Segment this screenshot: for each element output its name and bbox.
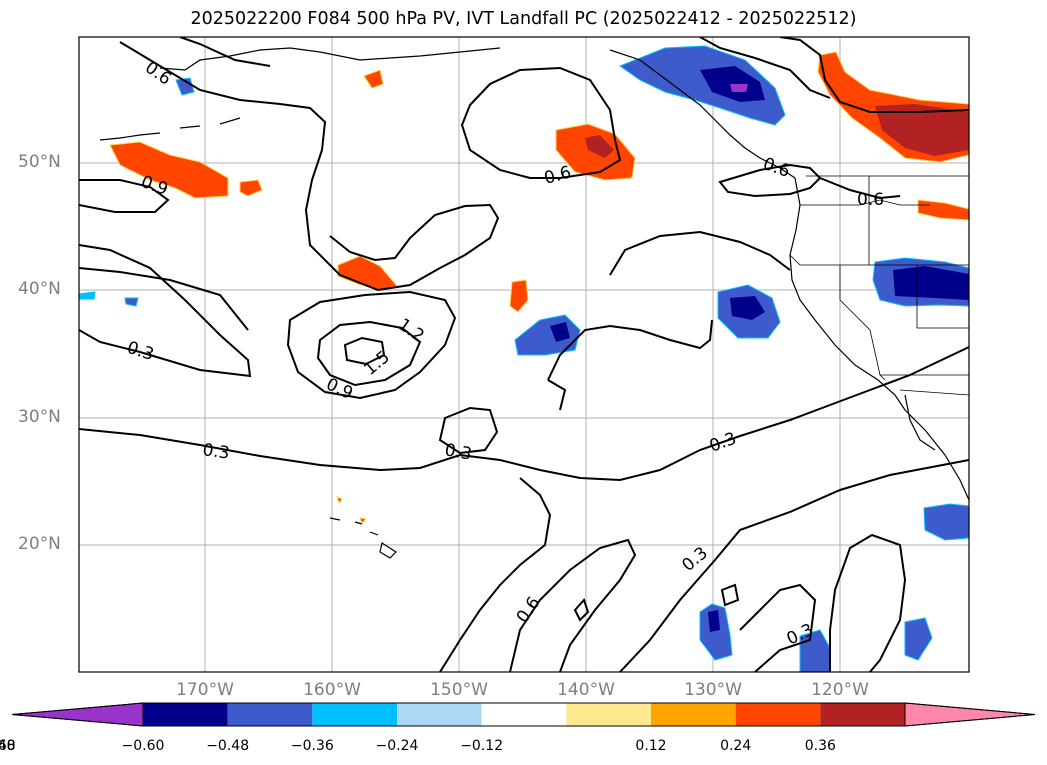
colorbar-tick-label: 0.36 [804, 738, 836, 754]
positive-patch-wa [917, 199, 969, 221]
contour-label: 0.3 [443, 440, 473, 464]
contour-label: 0.9 [323, 374, 356, 404]
colorbar-segment [227, 703, 313, 726]
colorbar-tick-label: −0.24 [375, 738, 419, 754]
borders [789, 175, 969, 396]
positive-patch-nw [109, 141, 229, 199]
colorbar-segment [820, 703, 905, 726]
contour-label-layer: 0.6 0.9 0.6 0.6 0.6 0.3 1.2 1.5 0.9 0.3 … [124, 58, 884, 650]
negative-core-ca [893, 266, 969, 300]
colorbar-segment [312, 703, 397, 726]
colorbar-segment [651, 703, 736, 726]
negative-patch-s3 [904, 617, 933, 661]
map-plot-area [79, 37, 969, 672]
colorbar-segment [735, 703, 821, 726]
negative-core-s1 [708, 610, 720, 632]
negative-patch-mid [514, 314, 581, 356]
colorbar-tick-label: 0.48 [0, 738, 16, 754]
colorbar-segment [566, 703, 651, 726]
colorbar-segment [397, 703, 482, 726]
colorbar-extend-max [904, 702, 1036, 727]
colorbar-tick-label: −0.48 [206, 738, 250, 754]
lon-label: 170°W [176, 680, 234, 700]
positive-core-gulf [585, 135, 614, 158]
contour-label: 0.6 [760, 154, 792, 182]
colorbar-extend-min [11, 702, 144, 727]
positive-patch-hawaii-2 [359, 517, 368, 524]
negative-max-se-alaska [730, 84, 748, 92]
lon-label: 120°W [811, 680, 869, 700]
coastlines [99, 47, 969, 559]
contour-label: 0.6 [513, 593, 545, 627]
colorbar-segment [481, 703, 567, 726]
contour-label: 0.6 [542, 163, 573, 189]
lon-label: 130°W [684, 680, 742, 700]
colorbar-tick-label: 0.24 [720, 738, 752, 754]
map-frame [78, 36, 970, 673]
lat-label: 50°N [18, 152, 61, 172]
colorbar-tick-label: 0.12 [635, 738, 667, 754]
colorbar-outline [11, 702, 1036, 727]
colorbar-tick-label: 0.60 [0, 738, 16, 754]
negative-patch-west-3 [124, 297, 139, 307]
negative-patch-west-2 [79, 291, 96, 300]
contour-label: 0.6 [141, 58, 175, 90]
lat-label: 30°N [18, 407, 61, 427]
positive-patch-alaska [363, 69, 384, 89]
map-title: 2025022200 F084 500 hPa PV, IVT Landfall… [190, 9, 857, 29]
colorbar-tick-label: −0.36 [290, 738, 334, 754]
negative-patch-s1 [699, 603, 733, 661]
positive-patch-small [239, 179, 263, 197]
contour-label: 1.2 [394, 315, 428, 347]
positive-patch-mid [509, 279, 529, 313]
negative-anomaly-patches [79, 45, 969, 672]
lon-label: 150°W [430, 680, 488, 700]
contour-label: 0.3 [201, 440, 231, 464]
colorbar-tick-label: −0.12 [460, 738, 504, 754]
negative-patch-baja [923, 503, 969, 541]
contour-label: 0.6 [857, 190, 884, 210]
contour-label: 0.3 [707, 429, 739, 457]
contour-label: 1.5 [360, 347, 394, 380]
negative-patch-se-alaska [618, 45, 786, 126]
contour-label: 0.3 [124, 338, 156, 365]
positive-patch-hawaii [336, 496, 343, 505]
lon-label: 140°W [557, 680, 615, 700]
colorbar-segment [143, 703, 228, 726]
lat-label: 20°N [18, 534, 61, 554]
positive-core-bc [875, 104, 969, 156]
pv-contours [79, 37, 969, 672]
negative-core-40n [730, 296, 765, 320]
lon-label: 160°W [303, 680, 361, 700]
negative-core-mid [550, 322, 570, 342]
negative-patch-west-1 [175, 77, 195, 96]
colorbar [11, 702, 1036, 727]
lat-label: 40°N [18, 279, 61, 299]
colorbar-tick-label: −0.60 [121, 738, 165, 754]
contour-label: 0.3 [678, 543, 712, 576]
